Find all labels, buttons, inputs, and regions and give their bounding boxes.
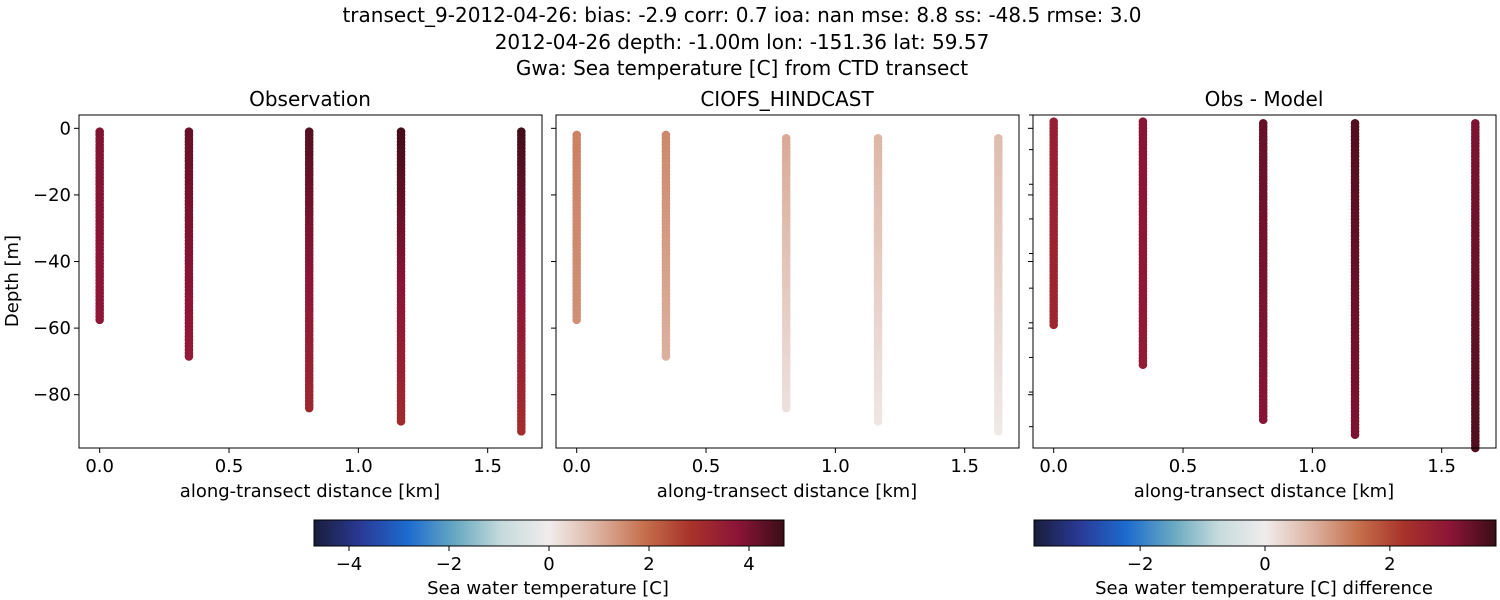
colorbar-tick-label: 2: [643, 554, 654, 575]
data-point: [873, 417, 883, 426]
x-tick-label: 0.5: [1169, 456, 1198, 477]
y-tick-label: −40: [33, 252, 71, 273]
data-point: [1049, 320, 1058, 330]
colorbar-difference: Sea water temperature [C] difference −2 0…: [1033, 519, 1497, 599]
title-line-2: 2012-04-26 depth: -1.00m lon: -151.36 la…: [495, 30, 990, 54]
colorbar-tick-label: −2: [436, 554, 463, 575]
x-tick-label: 1.0: [1298, 456, 1327, 477]
x-tick-label: 0.0: [85, 456, 114, 477]
colorbar-label: Sea water temperature [C] difference: [1095, 578, 1433, 599]
x-tick-label: 0.0: [562, 456, 591, 477]
x-axis-label: along-transect distance [km]: [657, 481, 917, 502]
panel-title: CIOFS_HINDCAST: [700, 87, 874, 111]
data-point: [781, 403, 791, 413]
data-point: [572, 315, 581, 325]
data-point: [661, 352, 671, 361]
x-tick-label: 1.5: [950, 456, 979, 477]
data-point: [1350, 430, 1360, 439]
axes-frame: [78, 114, 543, 449]
x-tick-label: 1.0: [344, 456, 373, 477]
colorbar-tick-label: −2: [1127, 554, 1154, 575]
colorbar-tick-label: 2: [1384, 554, 1395, 575]
y-axis-label: Depth [m]: [2, 235, 23, 327]
colorbar-tick-label: −4: [336, 554, 363, 575]
x-axis-label: along-transect distance [km]: [1134, 481, 1394, 502]
colorbar-gradient: [1033, 519, 1497, 547]
data-points: [572, 130, 1003, 436]
data-point: [304, 403, 314, 413]
panel-title: Observation: [249, 87, 371, 111]
data-point: [396, 417, 406, 426]
title-line-3: Gwa: Sea temperature [C] from CTD transe…: [516, 56, 968, 80]
colorbar-tick-label: 4: [743, 554, 754, 575]
x-tick-label: 0.0: [1039, 456, 1068, 477]
y-tick-label: −20: [33, 185, 71, 206]
data-point: [1138, 360, 1148, 370]
data-points: [1049, 117, 1480, 453]
colorbar-tick-label: 0: [1259, 554, 1270, 575]
data-point: [994, 427, 1003, 436]
data-point: [1258, 415, 1268, 424]
data-point: [184, 352, 194, 361]
panel-title: Obs - Model: [1205, 87, 1324, 111]
x-tick-label: 1.5: [473, 456, 502, 477]
title-line-1: transect_9-2012-04-26: bias: -2.9 corr: …: [342, 3, 1141, 27]
x-tick-label: 1.5: [1427, 456, 1456, 477]
colorbar-tick-label: 0: [543, 554, 554, 575]
colorbar-gradient: [313, 519, 785, 547]
y-tick-label: 0: [60, 118, 71, 139]
figure-title: transect_9-2012-04-26: bias: -2.9 corr: …: [342, 3, 1141, 80]
data-point: [517, 427, 526, 436]
y-tick-label: −80: [33, 385, 71, 406]
panel-ciofs-hindcast: CIOFS_HINDCAST along-transect distance […: [551, 87, 1020, 502]
colorbar-temperature: Sea water temperature [C] −4 −2 0 2 4: [313, 519, 785, 599]
axes-frame: [1032, 114, 1497, 449]
x-tick-label: 1.0: [821, 456, 850, 477]
panel-obs-minus-model: Obs - Model along-transect distance [km]…: [1028, 87, 1497, 502]
x-tick-label: 0.5: [692, 456, 721, 477]
colorbar-label: Sea water temperature [C]: [427, 578, 669, 599]
y-tick-label: −60: [33, 318, 71, 339]
data-point: [95, 315, 104, 325]
x-axis-label: along-transect distance [km]: [180, 481, 440, 502]
panel-observation: Observation along-transect distance [km]…: [2, 87, 543, 502]
data-points: [95, 127, 526, 436]
axes-frame: [555, 114, 1020, 449]
x-tick-label: 0.5: [215, 456, 244, 477]
